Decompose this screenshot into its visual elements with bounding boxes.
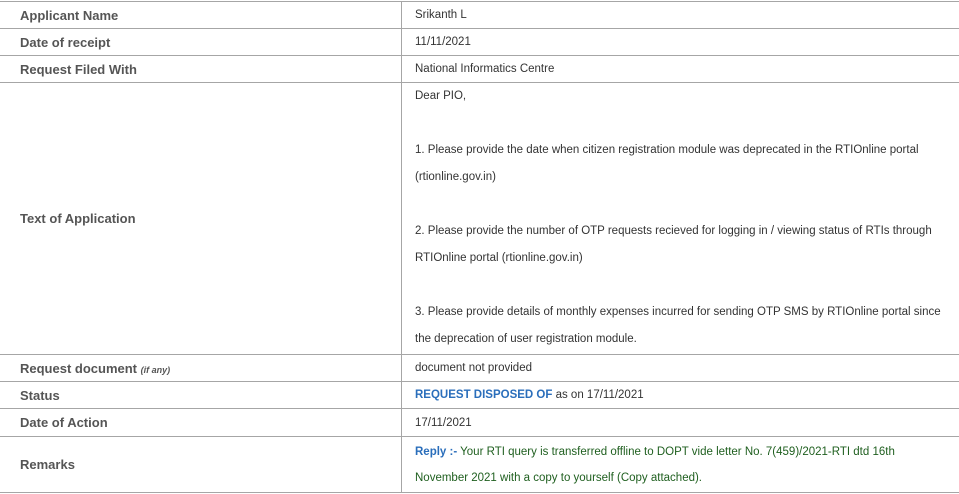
label-note: (if any) xyxy=(141,365,171,375)
row-applicant-name: Applicant Name Srikanth L xyxy=(0,2,959,29)
status-suffix: as on 17/11/2021 xyxy=(556,389,644,401)
row-date-of-action: Date of Action 17/11/2021 xyxy=(0,409,959,437)
status-value: REQUEST DISPOSED OF as on 17/11/2021 xyxy=(402,382,959,409)
label: Request Filed With xyxy=(0,56,402,83)
applicant-name-value: Srikanth L xyxy=(402,2,959,29)
label: Date of receipt xyxy=(0,29,402,56)
label: Status xyxy=(0,382,402,409)
date-of-action-value: 17/11/2021 xyxy=(402,409,959,437)
remarks-value: Reply :- Your RTI query is transferred o… xyxy=(402,437,959,493)
application-text: Dear PIO, 1. Please provide the date whe… xyxy=(402,83,959,355)
request-document-value: document not provided xyxy=(402,355,959,382)
request-filed-with-value: National Informatics Centre xyxy=(402,56,959,83)
reply-text: Your RTI query is transferred offline to… xyxy=(415,446,895,484)
reply-label: Reply :- xyxy=(415,446,457,458)
paragraph: Dear PIO, xyxy=(415,83,951,110)
label: Request document (if any) xyxy=(0,355,402,382)
paragraph: 1. Please provide the date when citizen … xyxy=(415,137,951,191)
status-badge: REQUEST DISPOSED OF xyxy=(415,389,552,401)
row-text-of-application: Text of Application Dear PIO, 1. Please … xyxy=(0,83,959,355)
label: Text of Application xyxy=(0,83,402,355)
label-text: Request document xyxy=(20,361,137,376)
label: Remarks xyxy=(0,437,402,493)
label: Applicant Name xyxy=(0,2,402,29)
row-request-filed-with: Request Filed With National Informatics … xyxy=(0,56,959,83)
row-date-of-receipt: Date of receipt 11/11/2021 xyxy=(0,29,959,56)
paragraph: 2. Please provide the number of OTP requ… xyxy=(415,218,951,272)
row-remarks: Remarks Reply :- Your RTI query is trans… xyxy=(0,437,959,493)
row-status: Status REQUEST DISPOSED OF as on 17/11/2… xyxy=(0,382,959,409)
row-request-document: Request document (if any) document not p… xyxy=(0,355,959,382)
paragraph: 3. Please provide details of monthly exp… xyxy=(415,299,951,353)
date-of-receipt-value: 11/11/2021 xyxy=(402,29,959,56)
label: Date of Action xyxy=(0,409,402,437)
